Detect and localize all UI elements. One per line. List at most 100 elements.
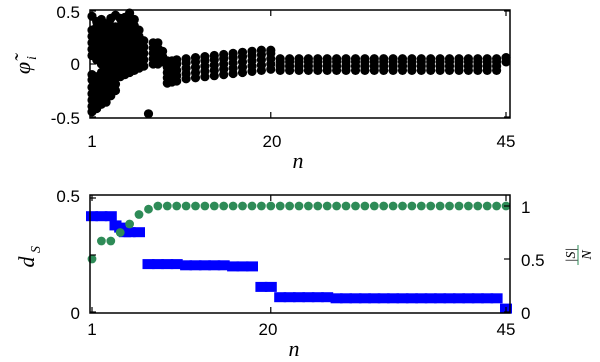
scatter-point xyxy=(454,54,464,64)
fraction-circle-marker xyxy=(172,201,182,211)
fraction-circle-marker xyxy=(388,201,398,211)
fraction-circle-marker xyxy=(153,201,163,211)
ds-square-marker xyxy=(208,260,221,271)
fraction-circle-marker xyxy=(219,201,229,211)
fraction-circle-marker xyxy=(238,201,247,211)
bottom-right-yaxis-label-den: N xyxy=(580,250,595,261)
scatter-point xyxy=(139,36,149,46)
scatter-point xyxy=(228,48,238,59)
scatter-point xyxy=(209,50,219,61)
fraction-circle-marker xyxy=(106,236,116,246)
bottom-right-ytick-label: 0 xyxy=(521,304,530,323)
scatter-point xyxy=(139,61,149,71)
scatter-point xyxy=(482,54,492,64)
scatter-point xyxy=(190,53,201,63)
fraction-circle-marker xyxy=(228,201,238,211)
fraction-circle-marker xyxy=(162,201,172,211)
scatter-point xyxy=(407,54,417,64)
ds-square-marker xyxy=(349,293,362,304)
ds-square-marker xyxy=(311,292,324,303)
ds-square-marker xyxy=(330,293,343,304)
fraction-circle-marker xyxy=(322,201,332,211)
fraction-circle-marker xyxy=(435,201,445,211)
fraction-circle-marker xyxy=(294,201,304,211)
fraction-circle-marker xyxy=(209,201,219,211)
scatter-point xyxy=(397,54,408,64)
fraction-circle-marker xyxy=(407,201,417,211)
fraction-circle-marker xyxy=(351,201,360,211)
ds-square-marker xyxy=(302,292,315,303)
scatter-point xyxy=(266,45,276,55)
ds-square-marker xyxy=(161,259,174,270)
scatter-point xyxy=(426,54,436,64)
scatter-point xyxy=(110,79,121,89)
fraction-circle-marker xyxy=(115,228,125,237)
fraction-circle-marker xyxy=(285,201,294,211)
scatter-point xyxy=(492,54,502,64)
scatter-point xyxy=(350,54,361,64)
fraction-circle-marker xyxy=(144,204,153,214)
top-yaxis-label: φ̃ i xyxy=(10,53,40,74)
bottom-xtick-label: 45 xyxy=(497,320,516,339)
top-tick-marks xyxy=(90,10,510,118)
fraction-circle-marker xyxy=(492,201,501,211)
ds-square-marker xyxy=(453,293,465,304)
scatter-point xyxy=(139,55,149,65)
top-ytick-label: -0.5 xyxy=(51,109,80,128)
scatter-point xyxy=(303,54,313,64)
bottom-right-yaxis-label: |S| N xyxy=(564,245,595,265)
ds-square-marker xyxy=(377,293,390,304)
ds-square-marker xyxy=(490,293,503,304)
scatter-point xyxy=(237,47,248,57)
ds-square-marker xyxy=(133,227,145,238)
ds-square-marker xyxy=(227,261,240,272)
top-ytick-label: 0 xyxy=(71,55,80,74)
bottom-plot-frame xyxy=(89,194,511,314)
scatter-point xyxy=(256,45,266,55)
scatter-point xyxy=(369,54,379,64)
ds-square-marker xyxy=(274,292,287,303)
scatter-point xyxy=(379,54,389,64)
fraction-circle-marker xyxy=(87,254,97,264)
ds-square-marker xyxy=(481,293,494,304)
ds-square-marker xyxy=(86,211,98,222)
fraction-circle-marker xyxy=(416,201,426,211)
fraction-circle-marker xyxy=(369,201,379,211)
fraction-circle-marker xyxy=(275,201,285,211)
scatter-point xyxy=(143,109,154,119)
ds-square-marker xyxy=(217,260,230,271)
bottom-right-yaxis-label-num: |S| xyxy=(564,248,579,263)
scatter-point xyxy=(463,54,473,64)
scatter-point xyxy=(285,54,295,64)
ds-square-marker xyxy=(255,281,268,292)
bottom-series-marks xyxy=(86,201,512,314)
fraction-circle-marker xyxy=(398,201,407,211)
ds-square-marker xyxy=(443,293,456,304)
bottom-xaxis-label: n xyxy=(289,336,300,361)
top-ytick-label: 0.5 xyxy=(56,3,80,22)
top-yaxis-label-main: φ̃ xyxy=(10,53,35,74)
bottom-left-yaxis-label-main: d xyxy=(14,256,39,268)
ds-square-marker xyxy=(151,259,164,270)
bottom-left-yaxis-label: d S xyxy=(14,246,44,268)
scatter-point xyxy=(388,54,398,64)
scatter-point xyxy=(501,53,511,63)
scatter-point xyxy=(322,54,332,64)
ds-square-marker xyxy=(198,260,211,271)
scatter-point xyxy=(181,54,191,64)
ds-square-marker xyxy=(340,293,352,304)
top-panel: 0.5 0 -0.5 1 20 45 n φ̃ i xyxy=(10,3,515,173)
bottom-panel: 0.5 0 1 0.5 0 1 20 45 n d S |S| N xyxy=(14,187,595,361)
ds-square-marker xyxy=(368,293,381,304)
top-xtick-label: 20 xyxy=(263,132,282,151)
ds-square-marker xyxy=(293,292,305,303)
scatter-point xyxy=(125,8,135,18)
scatter-point xyxy=(341,54,351,64)
bottom-xtick-label: 20 xyxy=(259,320,278,339)
bottom-left-yaxis-label-sub: S xyxy=(29,246,44,253)
fraction-circle-marker xyxy=(454,201,464,211)
scatter-point xyxy=(313,54,323,64)
fraction-circle-marker xyxy=(482,201,492,211)
ds-square-marker xyxy=(405,293,418,304)
fraction-circle-marker xyxy=(304,201,313,211)
